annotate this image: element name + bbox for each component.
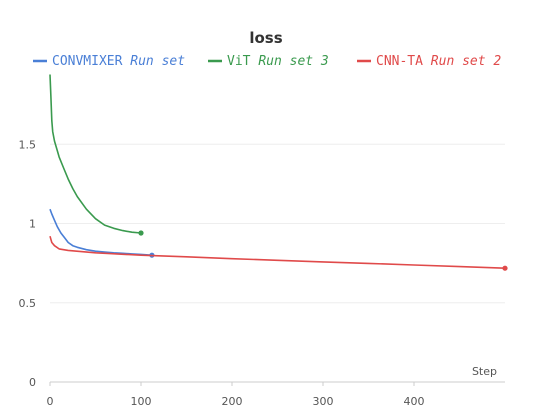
series-end-point-cnn-ta xyxy=(502,265,508,271)
chart-title: loss xyxy=(249,29,282,47)
legend-item-convmixer: CONVMIXER Run set xyxy=(33,54,185,69)
x-tick-label: 400 xyxy=(404,395,425,408)
series-line-cnn-ta xyxy=(49,235,506,269)
legend-series-name: CONVMIXER xyxy=(52,54,130,69)
legend-item-cnn-ta: CNN-TA Run set 2 xyxy=(357,54,501,69)
axes: 0 0.5 1 1.5 0 100 200 300 400 xyxy=(19,138,505,408)
series-line-convmixer xyxy=(49,208,152,256)
y-tick-label: 1 xyxy=(29,218,36,231)
legend-run-label: Run set xyxy=(130,54,185,69)
y-tick-label: 0 xyxy=(29,376,36,389)
legend-series-name: CNN-TA xyxy=(376,54,431,69)
x-tick-label: 100 xyxy=(131,395,152,408)
legend-label: ViT Run set 3 xyxy=(227,54,329,69)
x-tick-label: 300 xyxy=(313,395,334,408)
grid-lines xyxy=(50,143,505,304)
plot-area xyxy=(49,74,508,271)
legend-series-name: ViT xyxy=(227,54,258,69)
x-tick-label: 0 xyxy=(47,395,54,408)
y-tick-label: 0.5 xyxy=(19,297,37,310)
legend-run-label: Run set 2 xyxy=(431,54,502,69)
series-end-point-vit xyxy=(138,230,144,236)
legend-label: CONVMIXER Run set xyxy=(52,54,185,69)
y-tick-label: 1.5 xyxy=(19,138,37,151)
legend-run-label: Run set 3 xyxy=(258,54,328,69)
x-tick-label: 200 xyxy=(222,395,243,408)
legend: CONVMIXER Run set ViT Run set 3 CNN-TA Run… xyxy=(33,54,501,69)
legend-label: CNN-TA Run set 2 xyxy=(376,54,501,69)
series-line-vit xyxy=(49,74,142,234)
legend-item-vit: ViT Run set 3 xyxy=(208,54,329,69)
x-axis-title: Step xyxy=(472,365,497,378)
